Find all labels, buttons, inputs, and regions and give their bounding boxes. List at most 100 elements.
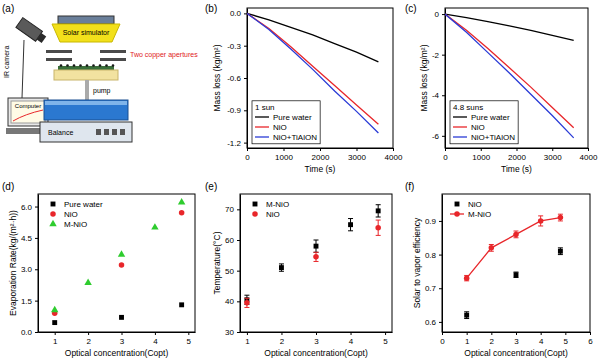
error-bar [348, 219, 353, 231]
tick: 0 [245, 148, 250, 162]
plot-marks [244, 205, 381, 308]
tick-mark [439, 288, 442, 289]
y-axis-title: Mass loss (kg/m²) [419, 44, 429, 111]
tick: 2 [280, 332, 285, 346]
tick: 4000 [385, 148, 403, 162]
legend-line [255, 126, 269, 127]
tick-mark [35, 238, 38, 239]
data-point [513, 232, 519, 238]
tick-label: 5 [383, 337, 388, 346]
tick-mark [516, 332, 517, 335]
tick: -0.6 [227, 74, 247, 83]
balance-label: Balance [48, 129, 73, 136]
absorber-dot [92, 64, 95, 67]
tick-mark [442, 55, 445, 56]
tick-mark [491, 332, 492, 335]
y-axis: 0.0-0.3-0.6-0.9-1.2 [227, 9, 247, 149]
error-bar-cap [279, 263, 284, 264]
legend-marker [455, 202, 460, 207]
tick-label: 0 [245, 153, 250, 162]
error-bar-cap [376, 220, 381, 221]
ir-camera-label: IR camera [3, 46, 10, 78]
tick: -4 [432, 91, 445, 100]
error-bar-cap [464, 311, 469, 312]
legend: NiOM-NiO [450, 200, 491, 219]
tick: 3.0 [21, 265, 38, 274]
simulator-lamp [58, 16, 114, 24]
error-bar-cap [314, 240, 319, 241]
tick: 60 [225, 236, 240, 245]
tick: 0 [440, 332, 445, 346]
x-axis: 01000200030004000 [245, 148, 403, 162]
error-bar-cap [514, 231, 519, 232]
ir-camera [16, 18, 47, 45]
legend-label: NiO [266, 210, 280, 219]
error-bar-cap [558, 247, 563, 248]
tick-label: 3 [120, 337, 125, 346]
legend-line [453, 116, 467, 117]
tick-label: -2 [432, 51, 440, 60]
x-axis: 12345 [241, 332, 393, 346]
tick: 2 [86, 332, 91, 346]
legend-annotation: 4.8 suns [453, 103, 483, 112]
tick-mark [237, 271, 240, 272]
tick-label: 4 [539, 337, 544, 346]
tick: 1 [245, 332, 250, 346]
y-axis: 0.01.53.04.56.0 [21, 195, 39, 338]
apertures-label: Two copper apertures [130, 51, 198, 59]
solar-simulator-label: Solar simulator [63, 29, 110, 36]
tick: 3 [514, 332, 519, 346]
tick: 4000 [580, 148, 598, 162]
tick-label: 0.8 [425, 251, 437, 260]
absorber-dot [60, 64, 63, 67]
absorber-dot [112, 64, 115, 67]
tick-mark [244, 143, 247, 144]
aperture [46, 58, 72, 61]
tick: -6 [432, 132, 445, 141]
tick-mark [320, 148, 321, 151]
legend-line [453, 136, 467, 137]
y-axis-line [442, 195, 443, 333]
tick-label: 30 [225, 328, 234, 337]
x-axis: 0123456 [440, 332, 593, 346]
tick-label: 0.7 [425, 284, 437, 293]
error-bar [464, 312, 469, 319]
data-point [464, 275, 470, 281]
tick: 0 [443, 148, 448, 162]
legend-line [255, 136, 269, 137]
x-axis-title: Optical concentration(Copt) [65, 348, 169, 358]
data-point [464, 313, 469, 318]
tick-label: -0.6 [227, 74, 241, 83]
tick-mark [35, 269, 38, 270]
error-bar [376, 205, 381, 217]
foam [54, 70, 118, 80]
tick-mark [316, 332, 317, 335]
tick: 6.0 [21, 203, 38, 212]
tick: -0.9 [227, 106, 247, 115]
tick-mark [55, 332, 56, 335]
x-axis-title: Time (s) [501, 164, 532, 174]
tick-label: 3.0 [21, 265, 33, 274]
y-axis-title: Evaporation Rate(kg/(m²·h)) [8, 210, 18, 316]
legend-annotation: 1 sun [255, 103, 275, 112]
data-point [84, 279, 91, 285]
tick-label: 1 [53, 337, 58, 346]
error-bar-cap [314, 252, 319, 253]
tick: 2000 [312, 148, 330, 162]
tick-mark [155, 332, 156, 335]
error-bar-cap [489, 251, 494, 252]
x-axis-title: Optical concentration(Copt) [264, 348, 368, 358]
error-bar-cap [464, 318, 469, 319]
tick-label: 1000 [472, 153, 490, 162]
data-point [313, 254, 319, 260]
tick: 5 [187, 332, 192, 346]
tick: 0.9 [425, 217, 442, 226]
error-bar-cap [314, 252, 319, 253]
tick: 1.5 [21, 297, 38, 306]
legend-marker [252, 211, 258, 217]
legend-marker [51, 202, 56, 207]
tick-label: 2000 [508, 153, 526, 162]
legend-frame [252, 101, 320, 144]
legend-line [453, 126, 467, 127]
tick: 3000 [348, 148, 366, 162]
